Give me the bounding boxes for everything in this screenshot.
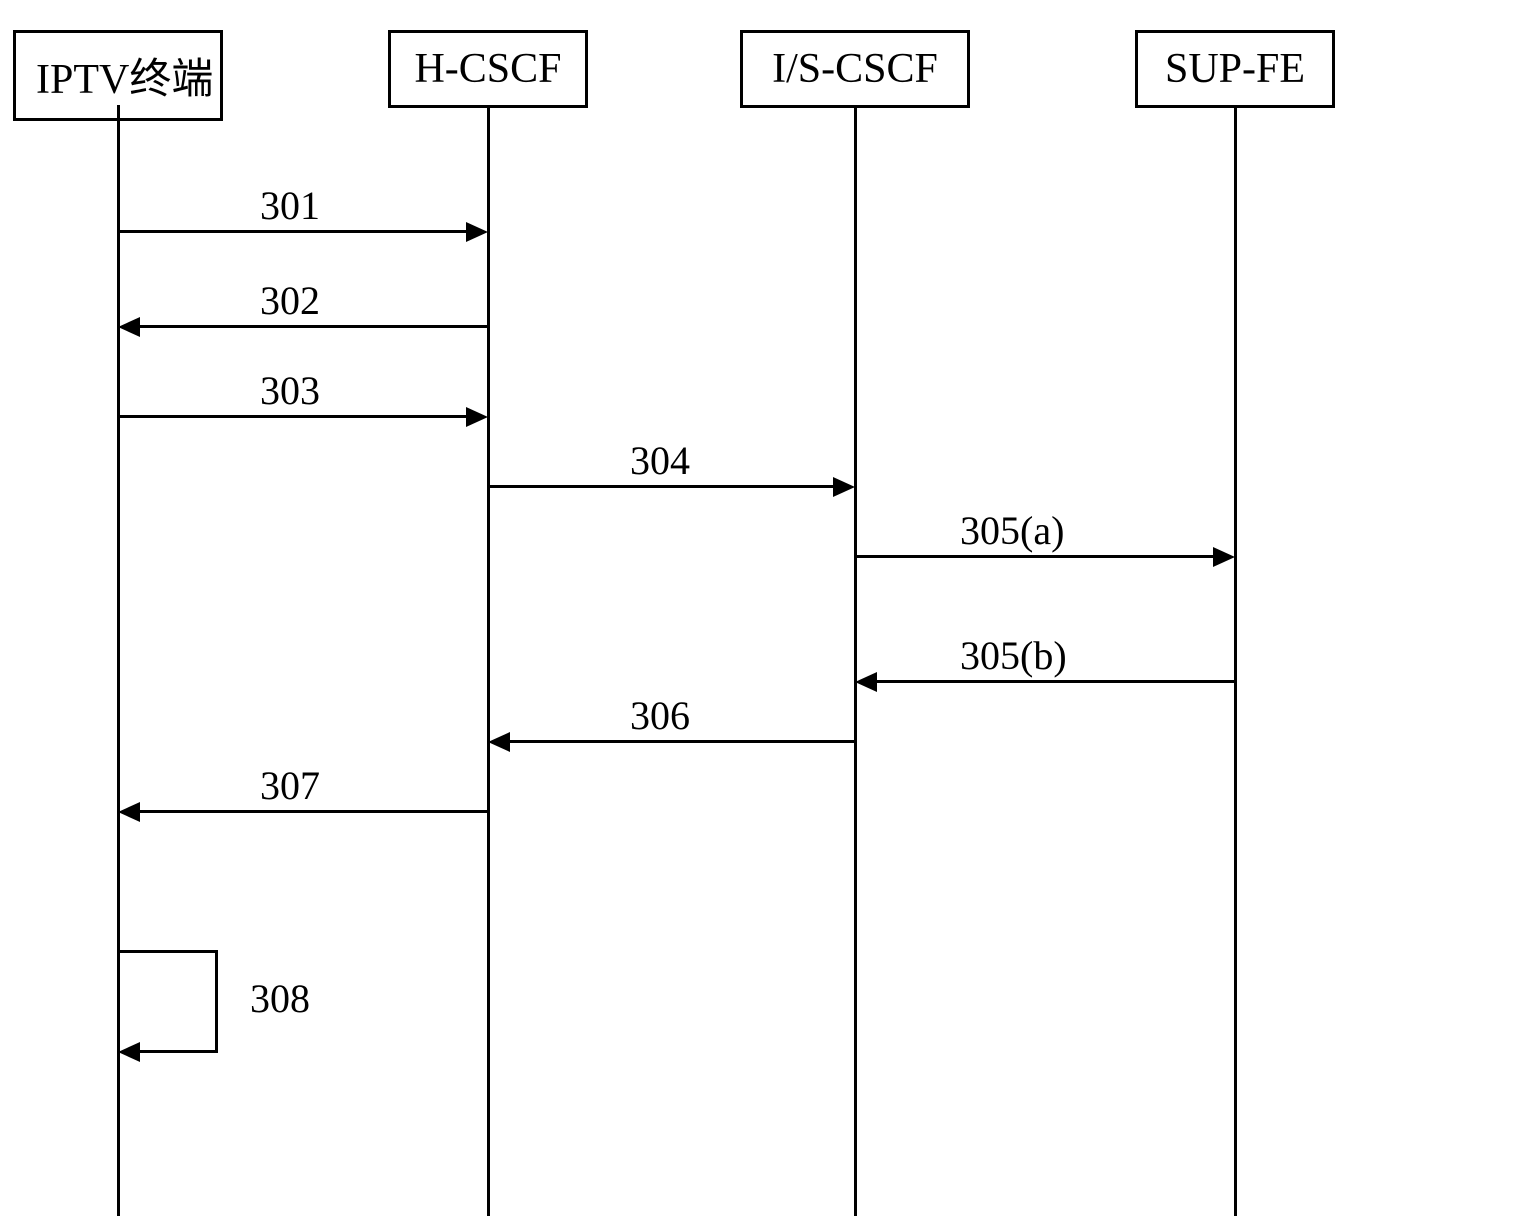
message-line xyxy=(118,415,469,418)
lifeline-iscscf xyxy=(854,105,857,1216)
arrow-head-icon xyxy=(118,1042,140,1062)
message-line xyxy=(855,555,1216,558)
message-label: 303 xyxy=(260,367,320,414)
self-loop-right xyxy=(215,950,218,1053)
message-line xyxy=(137,325,488,328)
message-line xyxy=(118,230,469,233)
message-line xyxy=(137,810,488,813)
self-loop-bottom xyxy=(137,1050,218,1053)
message-line xyxy=(874,680,1235,683)
message-line xyxy=(507,740,855,743)
arrow-head-icon xyxy=(833,477,855,497)
message-label: 306 xyxy=(630,692,690,739)
lifeline-supfe xyxy=(1234,105,1237,1216)
arrow-head-icon xyxy=(466,222,488,242)
lifeline-hcscf xyxy=(487,105,490,1216)
self-loop-top xyxy=(118,950,218,953)
participant-hcscf: H-CSCF xyxy=(388,30,588,108)
message-label: 304 xyxy=(630,437,690,484)
participant-iscscf: I/S-CSCF xyxy=(740,30,970,108)
participant-supfe: SUP-FE xyxy=(1135,30,1335,108)
message-line xyxy=(488,485,836,488)
message-label: 301 xyxy=(260,182,320,229)
arrow-head-icon xyxy=(118,802,140,822)
arrow-head-icon xyxy=(1213,547,1235,567)
message-label: 305(b) xyxy=(960,632,1067,679)
message-label: 305(a) xyxy=(960,507,1064,554)
message-label: 302 xyxy=(260,277,320,324)
arrow-head-icon xyxy=(488,732,510,752)
message-label: 307 xyxy=(260,762,320,809)
arrow-head-icon xyxy=(855,672,877,692)
arrow-head-icon xyxy=(466,407,488,427)
message-label: 308 xyxy=(250,975,310,1022)
arrow-head-icon xyxy=(118,317,140,337)
